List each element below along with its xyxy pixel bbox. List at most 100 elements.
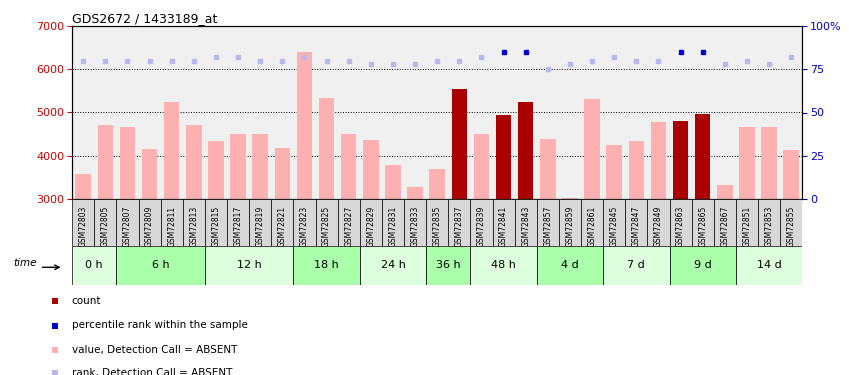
Bar bbox=[227, 199, 249, 246]
Bar bbox=[183, 199, 205, 246]
Bar bbox=[208, 141, 224, 199]
Bar bbox=[448, 199, 470, 246]
Bar bbox=[518, 102, 533, 199]
Text: GSM72845: GSM72845 bbox=[610, 206, 619, 247]
Bar bbox=[205, 199, 227, 246]
Text: GSM72837: GSM72837 bbox=[455, 206, 464, 247]
Bar bbox=[116, 246, 205, 285]
Bar bbox=[363, 140, 379, 199]
Bar bbox=[205, 246, 294, 285]
Text: 7 d: 7 d bbox=[627, 260, 645, 270]
Bar bbox=[670, 199, 692, 246]
Bar bbox=[160, 199, 183, 246]
Bar bbox=[581, 199, 603, 246]
Bar bbox=[72, 199, 94, 246]
Bar bbox=[138, 199, 160, 246]
Bar bbox=[650, 122, 666, 199]
Bar bbox=[272, 199, 294, 246]
Text: GSM72817: GSM72817 bbox=[233, 206, 243, 247]
Bar bbox=[120, 127, 135, 199]
Bar bbox=[252, 135, 268, 199]
Bar bbox=[474, 135, 489, 199]
Bar bbox=[142, 149, 157, 199]
Bar bbox=[294, 199, 316, 246]
Bar bbox=[606, 145, 622, 199]
Text: value, Detection Call = ABSENT: value, Detection Call = ABSENT bbox=[71, 345, 237, 355]
Bar bbox=[341, 135, 357, 199]
Text: 48 h: 48 h bbox=[492, 260, 516, 270]
Text: 18 h: 18 h bbox=[314, 260, 339, 270]
Bar bbox=[430, 170, 445, 199]
Bar bbox=[648, 199, 670, 246]
Bar bbox=[230, 135, 246, 199]
Bar bbox=[670, 246, 736, 285]
Bar bbox=[603, 246, 670, 285]
Bar bbox=[492, 199, 514, 246]
Text: GDS2672 / 1433189_at: GDS2672 / 1433189_at bbox=[72, 12, 217, 25]
Text: GSM72813: GSM72813 bbox=[189, 206, 199, 247]
Bar bbox=[316, 199, 338, 246]
Text: GSM72833: GSM72833 bbox=[411, 206, 419, 247]
Bar bbox=[695, 114, 711, 199]
Text: GSM72811: GSM72811 bbox=[167, 206, 177, 247]
Bar bbox=[186, 124, 201, 199]
Text: GSM72827: GSM72827 bbox=[344, 206, 353, 247]
Bar bbox=[540, 139, 555, 199]
Text: 24 h: 24 h bbox=[380, 260, 406, 270]
Text: GSM72819: GSM72819 bbox=[256, 206, 265, 247]
Text: GSM72843: GSM72843 bbox=[521, 206, 531, 247]
Bar bbox=[404, 199, 426, 246]
Bar bbox=[736, 199, 758, 246]
Text: 4 d: 4 d bbox=[561, 260, 579, 270]
Text: 12 h: 12 h bbox=[237, 260, 261, 270]
Text: GSM72851: GSM72851 bbox=[743, 206, 751, 247]
Bar bbox=[274, 148, 290, 199]
Bar bbox=[382, 199, 404, 246]
Text: 0 h: 0 h bbox=[86, 260, 103, 270]
Bar bbox=[76, 174, 91, 199]
Bar bbox=[360, 246, 426, 285]
Bar bbox=[452, 89, 467, 199]
Text: GSM72863: GSM72863 bbox=[676, 206, 685, 247]
Bar bbox=[626, 199, 648, 246]
Bar bbox=[758, 199, 780, 246]
Bar bbox=[714, 199, 736, 246]
Text: rank, Detection Call = ABSENT: rank, Detection Call = ABSENT bbox=[71, 368, 232, 375]
Bar bbox=[470, 246, 537, 285]
Text: GSM72859: GSM72859 bbox=[565, 206, 575, 247]
Bar bbox=[603, 199, 626, 246]
Bar bbox=[297, 52, 312, 199]
Bar bbox=[736, 246, 802, 285]
Bar bbox=[294, 246, 360, 285]
Text: GSM72823: GSM72823 bbox=[300, 206, 309, 247]
Bar bbox=[72, 246, 116, 285]
Bar bbox=[98, 124, 113, 199]
Text: GSM72821: GSM72821 bbox=[278, 206, 287, 247]
Text: GSM72807: GSM72807 bbox=[123, 206, 132, 247]
Bar bbox=[692, 199, 714, 246]
Text: GSM72857: GSM72857 bbox=[543, 206, 553, 247]
Text: GSM72865: GSM72865 bbox=[698, 206, 707, 247]
Text: GSM72867: GSM72867 bbox=[720, 206, 729, 247]
Text: GSM72831: GSM72831 bbox=[389, 206, 397, 247]
Bar bbox=[94, 199, 116, 246]
Bar bbox=[496, 115, 511, 199]
Text: 9 d: 9 d bbox=[694, 260, 711, 270]
Text: GSM72835: GSM72835 bbox=[433, 206, 441, 247]
Bar bbox=[249, 199, 272, 246]
Bar bbox=[470, 199, 492, 246]
Bar bbox=[338, 199, 360, 246]
Bar bbox=[739, 127, 755, 199]
Text: GSM72839: GSM72839 bbox=[477, 206, 486, 247]
Text: GSM72841: GSM72841 bbox=[499, 206, 508, 247]
Text: percentile rank within the sample: percentile rank within the sample bbox=[71, 321, 247, 330]
Bar bbox=[537, 199, 559, 246]
Bar bbox=[116, 199, 138, 246]
Bar bbox=[360, 199, 382, 246]
Bar bbox=[385, 165, 401, 199]
Bar bbox=[784, 150, 799, 199]
Bar bbox=[780, 199, 802, 246]
Text: GSM72805: GSM72805 bbox=[101, 206, 110, 247]
Bar bbox=[717, 185, 733, 199]
Bar bbox=[514, 199, 537, 246]
